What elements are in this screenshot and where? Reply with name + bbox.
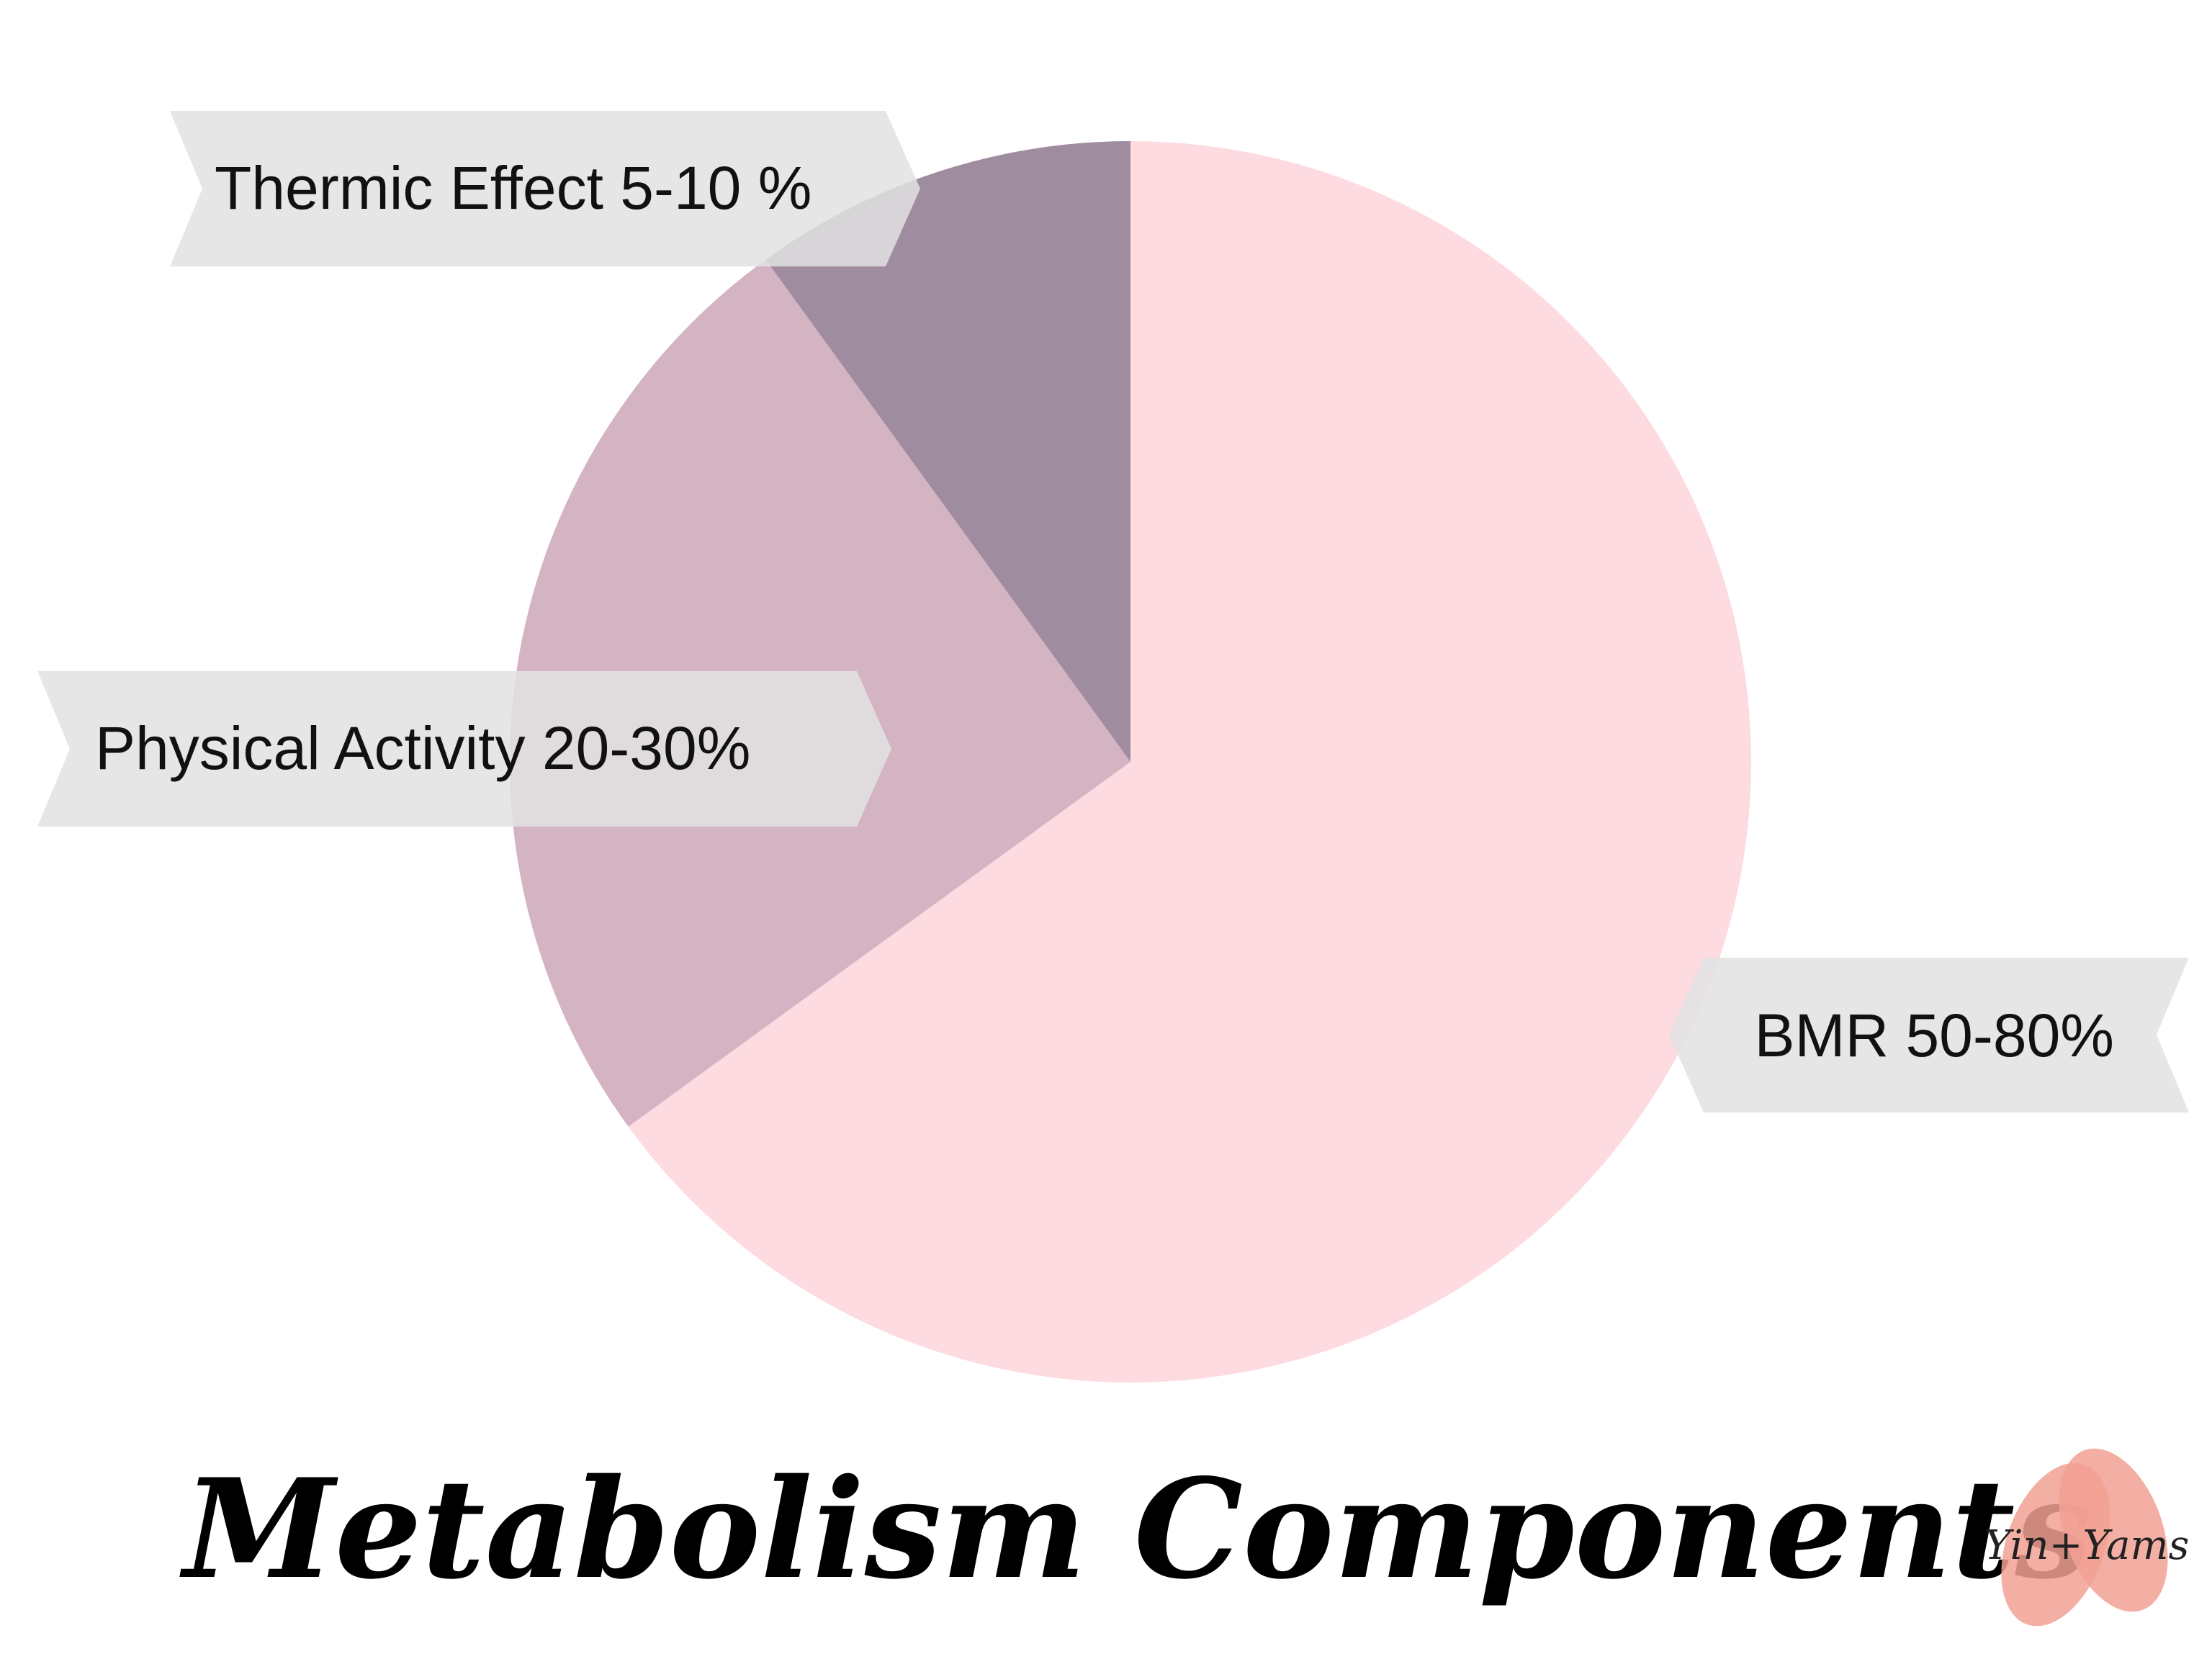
logo-text: Yin+Yams (1984, 1522, 2190, 1569)
bmr-label-banner (1669, 958, 2189, 1112)
thermic-effect-label-banner (170, 111, 920, 266)
physical-activity-label-banner (37, 671, 891, 827)
bmr-slice (628, 141, 1751, 1383)
thermic-effect-slice (765, 141, 1130, 762)
thermic-effect-label: Thermic Effect 5-10 % (215, 154, 811, 222)
yin-yams-logo: Yin+Yams (1984, 1448, 2190, 1627)
chart-title: Metabolism Components (179, 1449, 2092, 1609)
bmr-label: BMR 50-80% (1754, 1002, 2114, 1069)
physical-activity-label: Physical Activity 20-30% (95, 714, 750, 782)
logo-right-leaf-icon (2059, 1448, 2168, 1612)
slice-label-banners: BMR 50-80% Physical Activity 20-30% Ther… (37, 111, 2189, 1112)
